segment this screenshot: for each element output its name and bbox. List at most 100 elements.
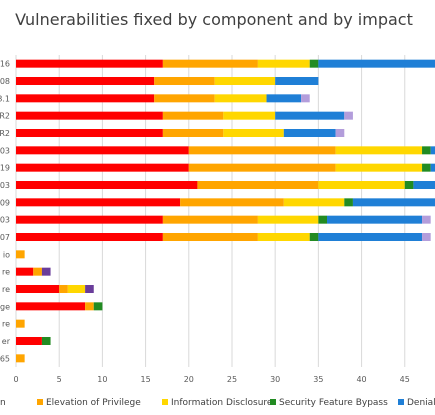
- bar-4-series-0: [16, 129, 163, 137]
- legend: n Elevation of Privilege Information Discl…: [0, 398, 435, 408]
- bar-6-series-1: [188, 163, 336, 172]
- bar-10-series-4: [318, 233, 423, 241]
- bar-0-series-3: [309, 59, 319, 68]
- y-tick-label-3: R2: [0, 112, 10, 121]
- bar-7-series-4: [413, 181, 435, 189]
- y-tick-label-2: 8.1: [0, 94, 10, 103]
- bar-2-series-0: [16, 94, 155, 103]
- legend-swatch-3: [270, 399, 276, 405]
- chart-title: Vulnerabilities fixed by component and b…: [15, 10, 413, 29]
- bar-3-series-4: [275, 111, 345, 120]
- bar-6-series-4: [430, 163, 435, 172]
- bar-2-series-5: [301, 94, 310, 103]
- bar-10-series-0: [16, 233, 163, 241]
- bar-0-series-0: [16, 59, 163, 68]
- bar-5-series-1: [188, 146, 336, 155]
- bar-3-series-1: [162, 111, 224, 120]
- bar-14-series-0: [16, 302, 86, 311]
- bar-10-series-1: [162, 233, 258, 241]
- bar-16-series-3: [41, 337, 51, 345]
- bar-8-series-0: [16, 198, 181, 207]
- bar-9-series-4: [327, 215, 423, 224]
- bar-1-series-0: [16, 77, 155, 85]
- bar-14-series-3: [93, 302, 103, 311]
- x-tick-labels: 0 5 10 15 20 25 30 35 40 45: [13, 375, 409, 384]
- bar-2-series-4: [266, 94, 302, 103]
- bar-1-series-2: [214, 77, 276, 85]
- y-tick-label-8: 09: [0, 198, 10, 207]
- bar-5-series-2: [335, 146, 423, 155]
- bar-13-series-2: [67, 285, 86, 293]
- x-tick-label-6: 30: [270, 375, 280, 384]
- bar-12-series-6: [41, 267, 51, 276]
- x-tick-label-9: 45: [400, 375, 410, 384]
- y-tick-label-13: re: [2, 285, 10, 294]
- bar-8-series-3: [344, 198, 353, 207]
- bar-17-series-1: [16, 354, 25, 363]
- bar-2-series-2: [214, 94, 267, 103]
- bar-12-series-0: [16, 267, 34, 276]
- y-tick-label-14: ge: [0, 302, 10, 311]
- y-tick-label-4: R2: [0, 129, 10, 138]
- legend-swatch-2: [162, 399, 168, 405]
- bar-0-series-1: [162, 59, 258, 68]
- x-tick-label-1: 5: [57, 375, 62, 384]
- legend-label-0: n: [0, 398, 6, 408]
- bar-12-series-1: [33, 267, 42, 276]
- legend-label-1: Elevation of Privilege: [46, 398, 141, 408]
- y-tick-label-10: 07: [0, 233, 10, 242]
- bar-0-series-2: [257, 59, 310, 68]
- y-tick-label-5: 03: [0, 146, 10, 155]
- y-tick-label-17: 65: [0, 354, 10, 363]
- bar-8-series-4: [352, 198, 435, 207]
- bar-5-series-3: [422, 146, 431, 155]
- y-tick-label-15: re: [2, 320, 10, 329]
- bar-1-series-4: [275, 77, 319, 85]
- bar-2-series-1: [154, 94, 215, 103]
- bar-10-series-5: [422, 233, 431, 241]
- legend-label-4: Denial of Service: [407, 398, 435, 408]
- bar-3-series-2: [223, 111, 276, 120]
- x-tick-label-3: 15: [140, 375, 150, 384]
- grid: [15, 55, 406, 367]
- bar-9-series-5: [422, 215, 431, 224]
- x-tick-label-0: 0: [13, 375, 18, 384]
- x-tick-label-2: 10: [97, 375, 107, 384]
- y-tick-labels: 16 08 8.1 R2 R2 03 19 03 09 03 07 io re re ge re er 65: [0, 60, 11, 364]
- bar-9-series-3: [318, 215, 328, 224]
- x-tick-label-4: 20: [184, 375, 194, 384]
- bars: [16, 59, 435, 363]
- bar-10-series-3: [309, 233, 319, 241]
- bar-16-series-0: [16, 337, 42, 345]
- y-tick-label-9: 03: [0, 216, 10, 225]
- legend-label-3: Security Feature Bypass: [279, 398, 388, 408]
- bar-0-series-4: [318, 59, 435, 68]
- bar-6-series-3: [422, 163, 431, 172]
- y-tick-label-16: er: [2, 337, 11, 346]
- y-tick-label-1: 08: [0, 77, 10, 86]
- bar-13-series-0: [16, 285, 60, 293]
- y-tick-label-12: re: [2, 268, 10, 277]
- y-tick-label-6: 19: [0, 164, 10, 173]
- bar-4-series-5: [335, 129, 345, 137]
- y-tick-label-0: 16: [0, 60, 10, 69]
- x-tick-label-7: 35: [313, 375, 323, 384]
- bar-14-series-1: [85, 302, 94, 311]
- bar-3-series-0: [16, 111, 163, 120]
- x-tick-label-5: 25: [227, 375, 237, 384]
- bar-4-series-2: [223, 129, 284, 137]
- bar-6-series-0: [16, 163, 189, 172]
- bar-7-series-0: [16, 181, 198, 189]
- bar-3-series-5: [344, 111, 353, 120]
- legend-swatch-4: [398, 399, 404, 405]
- bar-4-series-4: [283, 129, 336, 137]
- bar-4-series-1: [162, 129, 224, 137]
- bar-11-series-1: [16, 250, 25, 259]
- y-tick-label-7: 03: [0, 181, 10, 190]
- bar-9-series-0: [16, 215, 163, 224]
- y-tick-label-11: io: [3, 250, 10, 259]
- bar-7-series-1: [197, 181, 319, 189]
- bar-6-series-2: [335, 163, 423, 172]
- bar-13-series-6: [85, 285, 94, 293]
